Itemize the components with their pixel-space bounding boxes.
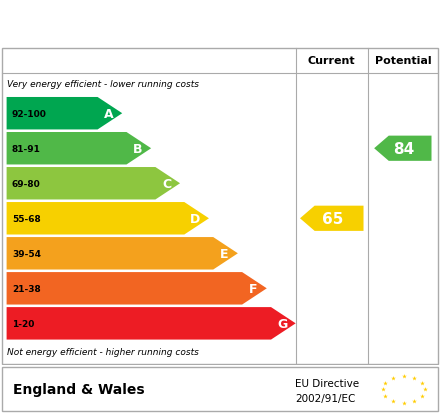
Text: 55-68: 55-68 xyxy=(12,214,40,223)
Text: Not energy efficient - higher running costs: Not energy efficient - higher running co… xyxy=(7,347,198,356)
Text: 21-38: 21-38 xyxy=(12,284,40,293)
Text: E: E xyxy=(220,247,228,260)
Text: Potential: Potential xyxy=(374,55,431,66)
Polygon shape xyxy=(7,307,296,340)
Polygon shape xyxy=(7,98,122,130)
Polygon shape xyxy=(7,202,209,235)
Text: EU Directive: EU Directive xyxy=(295,379,359,389)
Text: 65: 65 xyxy=(322,211,343,226)
Text: Very energy efficient - lower running costs: Very energy efficient - lower running co… xyxy=(7,79,198,88)
Text: 1-20: 1-20 xyxy=(12,319,34,328)
Text: 69-80: 69-80 xyxy=(12,179,40,188)
Text: F: F xyxy=(249,282,257,295)
Text: D: D xyxy=(190,212,201,225)
Text: 2002/91/EC: 2002/91/EC xyxy=(295,393,355,403)
Polygon shape xyxy=(7,133,151,165)
Text: B: B xyxy=(133,142,142,155)
Text: 84: 84 xyxy=(393,141,414,157)
Text: G: G xyxy=(277,317,287,330)
Polygon shape xyxy=(300,206,363,231)
Text: England & Wales: England & Wales xyxy=(13,382,145,396)
Text: 92-100: 92-100 xyxy=(12,109,47,119)
Polygon shape xyxy=(7,168,180,200)
Text: 81-91: 81-91 xyxy=(12,145,41,153)
Text: A: A xyxy=(104,107,114,121)
Text: 39-54: 39-54 xyxy=(12,249,41,258)
Text: Energy Efficiency Rating: Energy Efficiency Rating xyxy=(13,14,282,33)
Text: C: C xyxy=(162,177,171,190)
Polygon shape xyxy=(7,237,238,270)
Polygon shape xyxy=(7,273,267,305)
Text: Current: Current xyxy=(308,55,356,66)
Polygon shape xyxy=(374,136,432,161)
